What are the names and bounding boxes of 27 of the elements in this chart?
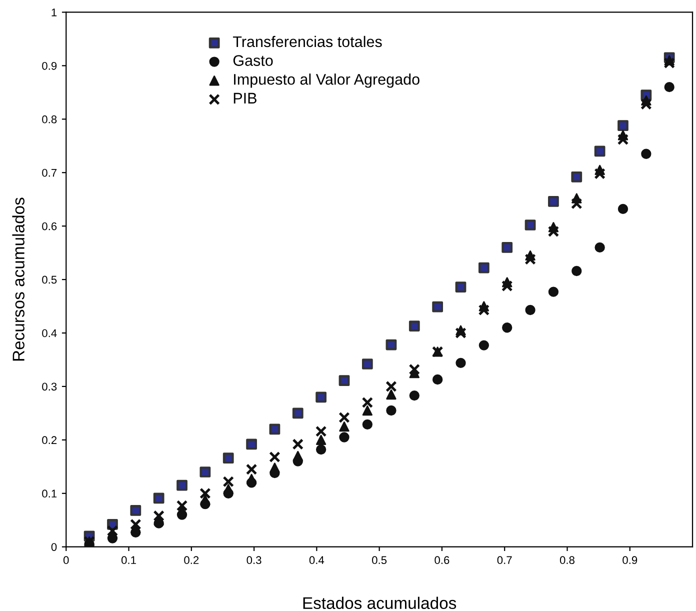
legend-label: PIB: [234, 92, 256, 104]
x-tick-label: 0.1: [121, 556, 136, 564]
y-tick-label: 1: [52, 8, 57, 16]
legend-label: Gasto: [233, 55, 273, 66]
x-tick-label: 0: [63, 556, 69, 564]
x-tick-label: 0.4: [309, 556, 324, 564]
y-tick-label: 0.8: [42, 115, 57, 124]
x-tick-label: 0.6: [434, 556, 450, 564]
x-axis-title: Estados acumulados: [303, 596, 456, 610]
x-tick-label: 0.9: [622, 556, 638, 564]
y-tick-label: 0.2: [42, 436, 57, 444]
legend-label: Impuesto al Valor Agregado: [234, 74, 420, 88]
y-tick-label: 0.7: [42, 168, 57, 177]
legend-label: Transferencias totales: [232, 36, 382, 48]
y-tick-label: 0.1: [42, 490, 57, 498]
y-tick-label: 0.3: [42, 382, 57, 391]
x-tick-label: 0.3: [246, 556, 262, 564]
x-tick-label: 0.7: [497, 556, 512, 564]
x-tick-label: 0.5: [372, 556, 387, 564]
y-tick-label: 0.9: [42, 62, 57, 70]
x-tick-label: 0.8: [560, 556, 574, 564]
y-tick-label: 0.6: [42, 222, 57, 230]
y-tick-label: 0.4: [42, 329, 57, 338]
y-tick-label: 0: [51, 543, 57, 551]
x-tick-label: 0.2: [184, 556, 199, 564]
y-axis-title: Recursos acumulados: [12, 198, 24, 361]
y-tick-label: 0.5: [42, 276, 57, 284]
